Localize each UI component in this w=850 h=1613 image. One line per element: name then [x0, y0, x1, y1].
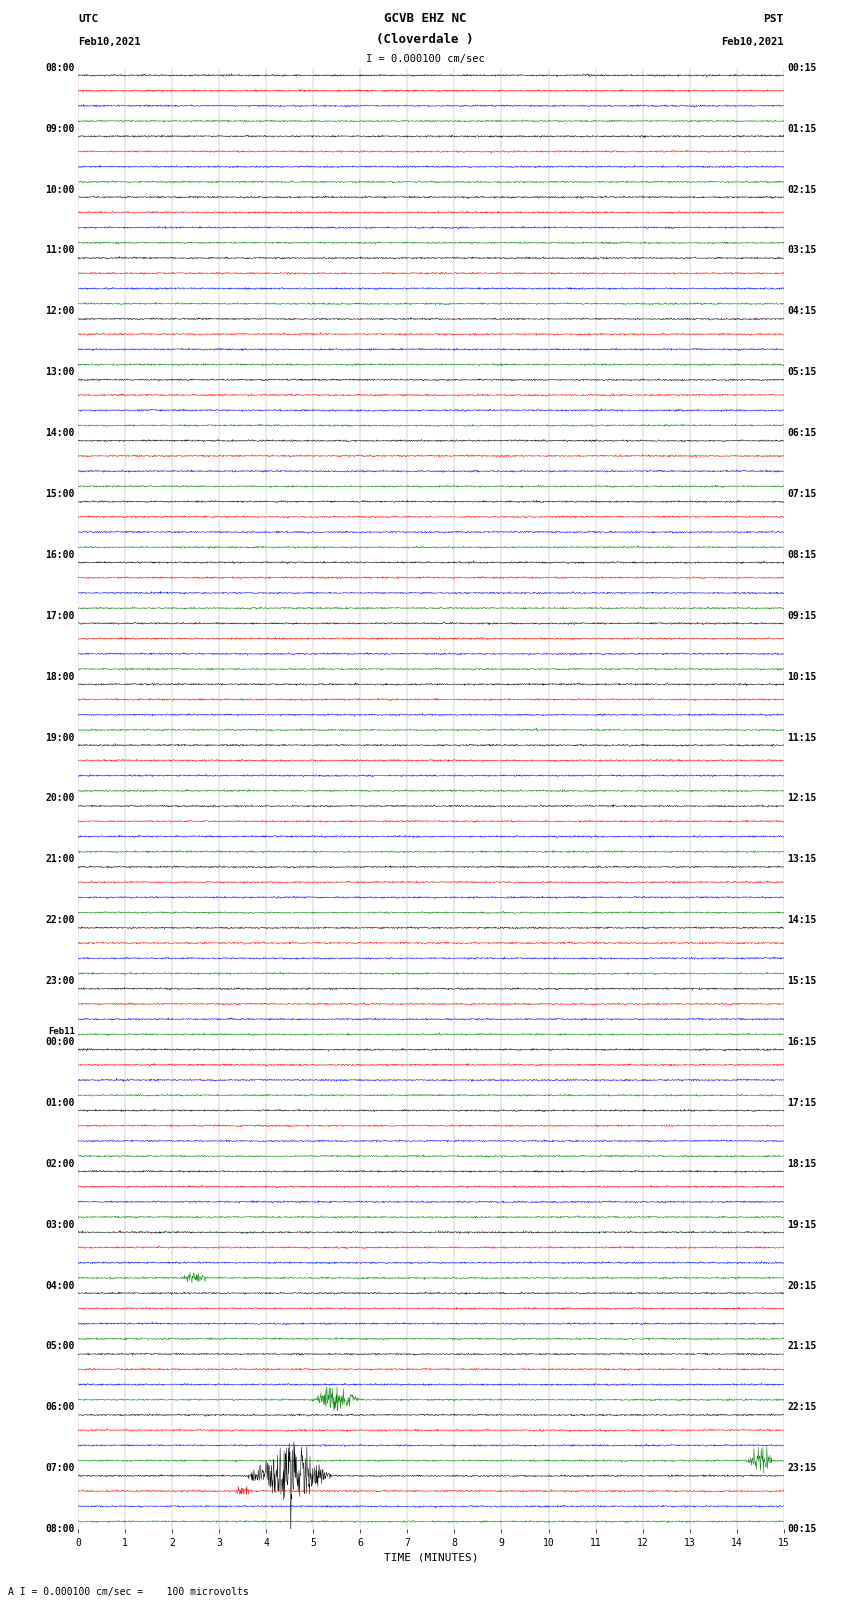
Text: 03:00: 03:00	[45, 1219, 75, 1229]
Text: UTC: UTC	[78, 15, 99, 24]
X-axis label: TIME (MINUTES): TIME (MINUTES)	[383, 1552, 479, 1563]
Text: 01:00: 01:00	[45, 1098, 75, 1108]
Text: 17:00: 17:00	[45, 611, 75, 621]
Text: 21:00: 21:00	[45, 855, 75, 865]
Text: 17:15: 17:15	[787, 1098, 817, 1108]
Text: 18:15: 18:15	[787, 1158, 817, 1169]
Text: 12:15: 12:15	[787, 794, 817, 803]
Text: 22:15: 22:15	[787, 1402, 817, 1413]
Text: 10:15: 10:15	[787, 671, 817, 682]
Text: 02:00: 02:00	[45, 1158, 75, 1169]
Text: 02:15: 02:15	[787, 184, 817, 195]
Text: 19:00: 19:00	[45, 732, 75, 742]
Text: 07:00: 07:00	[45, 1463, 75, 1473]
Text: Feb11: Feb11	[48, 1026, 75, 1036]
Text: 23:00: 23:00	[45, 976, 75, 986]
Text: 11:15: 11:15	[787, 732, 817, 742]
Text: 04:15: 04:15	[787, 306, 817, 316]
Text: 16:15: 16:15	[787, 1037, 817, 1047]
Text: 13:15: 13:15	[787, 855, 817, 865]
Text: 00:15: 00:15	[787, 1524, 817, 1534]
Text: 14:15: 14:15	[787, 915, 817, 926]
Text: 12:00: 12:00	[45, 306, 75, 316]
Text: 19:15: 19:15	[787, 1219, 817, 1229]
Text: 08:00: 08:00	[45, 63, 75, 73]
Text: 03:15: 03:15	[787, 245, 817, 255]
Text: Feb10,2021: Feb10,2021	[78, 37, 141, 47]
Text: 15:15: 15:15	[787, 976, 817, 986]
Text: 18:00: 18:00	[45, 671, 75, 682]
Text: 08:00: 08:00	[45, 1524, 75, 1534]
Text: 09:15: 09:15	[787, 611, 817, 621]
Text: (Cloverdale ): (Cloverdale )	[377, 32, 473, 45]
Text: Feb10,2021: Feb10,2021	[721, 37, 784, 47]
Text: 23:15: 23:15	[787, 1463, 817, 1473]
Text: 06:15: 06:15	[787, 427, 817, 439]
Text: 09:00: 09:00	[45, 124, 75, 134]
Text: 14:00: 14:00	[45, 427, 75, 439]
Text: 22:00: 22:00	[45, 915, 75, 926]
Text: A I = 0.000100 cm/sec =    100 microvolts: A I = 0.000100 cm/sec = 100 microvolts	[8, 1587, 249, 1597]
Text: PST: PST	[763, 15, 784, 24]
Text: 21:15: 21:15	[787, 1342, 817, 1352]
Text: GCVB EHZ NC: GCVB EHZ NC	[383, 13, 467, 26]
Text: 01:15: 01:15	[787, 124, 817, 134]
Text: 15:00: 15:00	[45, 489, 75, 498]
Text: 07:15: 07:15	[787, 489, 817, 498]
Text: 11:00: 11:00	[45, 245, 75, 255]
Text: 05:00: 05:00	[45, 1342, 75, 1352]
Text: 20:00: 20:00	[45, 794, 75, 803]
Text: 20:15: 20:15	[787, 1281, 817, 1290]
Text: I = 0.000100 cm/sec: I = 0.000100 cm/sec	[366, 53, 484, 65]
Text: 13:00: 13:00	[45, 368, 75, 377]
Text: 04:00: 04:00	[45, 1281, 75, 1290]
Text: 06:00: 06:00	[45, 1402, 75, 1413]
Text: 00:15: 00:15	[787, 63, 817, 73]
Text: 00:00: 00:00	[45, 1037, 75, 1047]
Text: 16:00: 16:00	[45, 550, 75, 560]
Text: 05:15: 05:15	[787, 368, 817, 377]
Text: 08:15: 08:15	[787, 550, 817, 560]
Text: 10:00: 10:00	[45, 184, 75, 195]
